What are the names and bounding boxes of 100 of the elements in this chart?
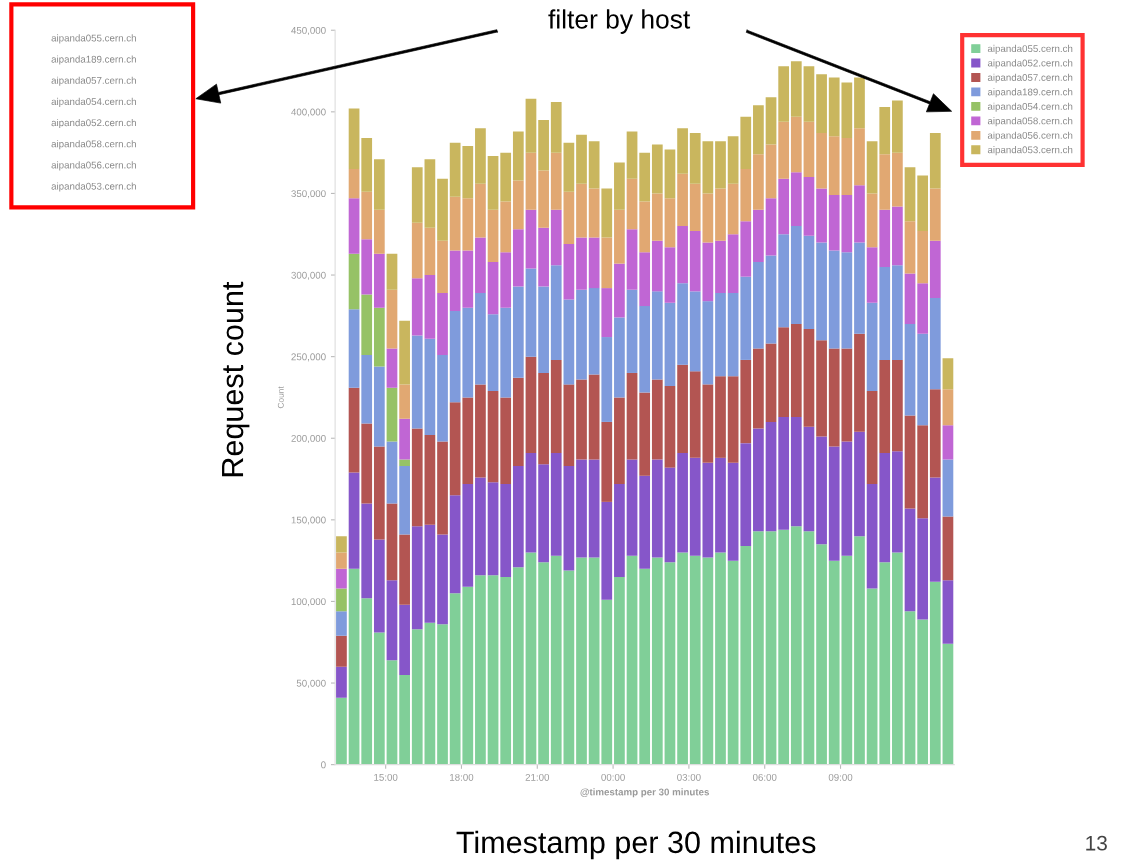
- bar: [651, 557, 663, 765]
- bar: [879, 209, 891, 267]
- bar: [336, 697, 347, 765]
- bar: [576, 134, 587, 184]
- bar: [601, 237, 613, 289]
- bar: [424, 159, 436, 228]
- bar: [424, 227, 436, 276]
- y-axis-title: Count: [277, 386, 284, 409]
- bar: [500, 201, 512, 253]
- bar: [348, 472, 360, 569]
- bar: [740, 221, 752, 277]
- bar: [753, 105, 764, 155]
- bar: [854, 333, 865, 432]
- bar: [740, 276, 752, 360]
- bar: [917, 619, 929, 765]
- bar: [816, 188, 827, 243]
- bar: [778, 417, 790, 530]
- bar: [715, 292, 726, 377]
- bar: [411, 222, 423, 279]
- bar: [626, 178, 638, 230]
- bar: [753, 531, 764, 765]
- bar: [437, 178, 448, 241]
- bar: [715, 457, 726, 553]
- bar: [854, 185, 865, 243]
- bar: [588, 237, 600, 289]
- bar: [917, 230, 929, 284]
- bar: [487, 575, 499, 765]
- bar: [399, 418, 410, 460]
- bar: [626, 289, 638, 373]
- bar: [854, 77, 865, 129]
- x-tick-label: 00:00: [601, 773, 625, 781]
- bar: [348, 108, 360, 169]
- bar: [904, 508, 916, 612]
- bar: [614, 209, 625, 264]
- y-tick-label: 300,000: [291, 271, 326, 280]
- bar: [715, 240, 726, 293]
- bar: [816, 544, 827, 765]
- bar: [336, 568, 347, 589]
- bar: [765, 97, 777, 145]
- bar: [816, 242, 827, 341]
- bar: [411, 335, 423, 429]
- bar: [677, 452, 688, 553]
- bar: [373, 307, 385, 367]
- bar: [348, 253, 360, 310]
- bar: [866, 390, 878, 484]
- bar: [727, 560, 739, 765]
- bar: [614, 397, 625, 484]
- bar: [411, 167, 423, 223]
- bar: [475, 183, 486, 238]
- bar: [664, 247, 676, 303]
- bar: [778, 327, 790, 418]
- bar: [904, 611, 916, 765]
- bar: [538, 562, 549, 765]
- bar: [348, 168, 360, 199]
- y-tick-label: 350,000: [291, 190, 326, 199]
- y-tick-label: 250,000: [291, 353, 326, 362]
- bar: [715, 188, 726, 241]
- bar: [753, 428, 764, 532]
- bar: [651, 193, 663, 241]
- bar: [917, 333, 929, 426]
- bar: [525, 209, 537, 269]
- bar: [651, 379, 663, 460]
- bar: [790, 324, 802, 418]
- bar: [348, 198, 360, 254]
- bar: [639, 568, 651, 765]
- bar: [904, 324, 916, 416]
- bar: [361, 598, 373, 765]
- bar: [790, 226, 802, 324]
- bar: [715, 141, 726, 189]
- bar: [487, 155, 499, 210]
- bar: [411, 428, 423, 527]
- bar: [803, 121, 815, 178]
- bar: [361, 423, 373, 504]
- bar: [500, 307, 512, 398]
- bar: [500, 252, 512, 308]
- y-tick-label: 200,000: [291, 434, 326, 444]
- text: Timestamp per 30 minutes: [456, 830, 816, 860]
- bar: [386, 289, 398, 349]
- bar: [753, 261, 764, 349]
- bar: [538, 372, 549, 465]
- bar: [348, 387, 360, 473]
- bar: [411, 629, 423, 765]
- bar: [879, 266, 891, 360]
- bar: [386, 503, 398, 581]
- bar: [639, 201, 651, 253]
- bar: [336, 552, 347, 569]
- y-tick-label: 450,000: [291, 26, 326, 36]
- bar: [942, 580, 954, 644]
- x-tick-label: 03:00: [677, 773, 701, 781]
- bar: [892, 451, 903, 553]
- x-tick-label: 15:00: [374, 773, 398, 781]
- bar: [778, 121, 790, 179]
- x-tick-label: 06:00: [752, 773, 777, 781]
- bar: [588, 188, 600, 238]
- bar: [677, 283, 688, 365]
- bar: [361, 191, 373, 240]
- bar: [942, 643, 954, 765]
- bar: [790, 61, 802, 117]
- bar: [904, 273, 916, 324]
- bar: [525, 98, 537, 153]
